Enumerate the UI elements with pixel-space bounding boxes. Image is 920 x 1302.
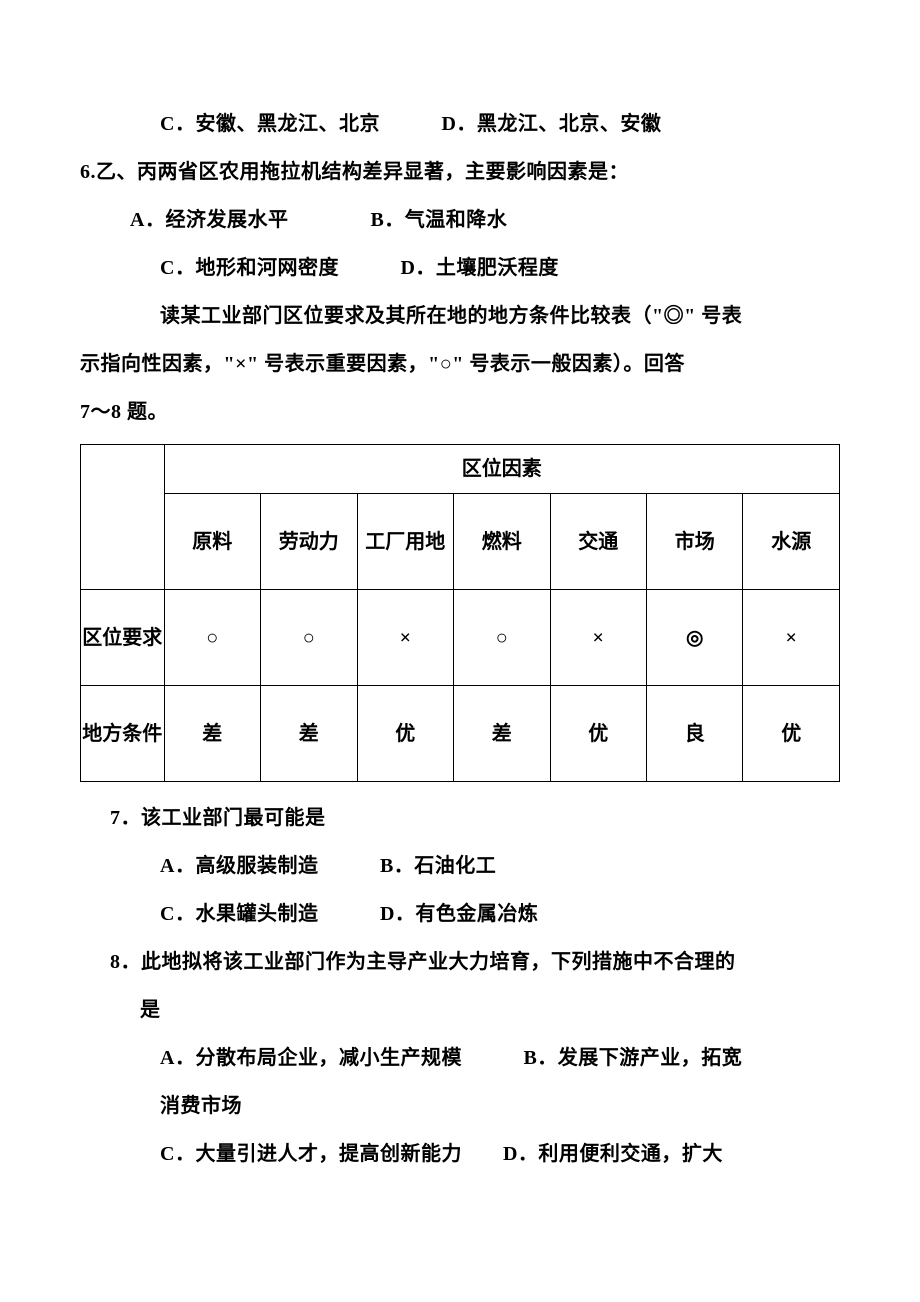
table-cell: ○: [261, 590, 357, 686]
table-cell: ○: [454, 590, 550, 686]
table-col-4: 交通: [550, 494, 646, 590]
table-cell: ×: [743, 590, 840, 686]
table-cell: 良: [646, 686, 742, 782]
paragraph-intro-2: 示指向性因素，"×" 号表示重要因素，"○" 号表示一般因素）。回答: [80, 340, 840, 388]
q6-options-ab: A．经济发展水平 B．气温和降水: [80, 196, 840, 244]
table-row-0: 区位要求 ○ ○ × ○ × ◎ ×: [81, 590, 840, 686]
table-row-1: 地方条件 差 差 优 差 优 良 优: [81, 686, 840, 782]
table-cell: 优: [357, 686, 453, 782]
table-col-5: 市场: [646, 494, 742, 590]
question-6: 6.乙、丙两省区农用拖拉机结构差异显著，主要影响因素是：: [80, 148, 840, 196]
question-7: 7．该工业部门最可能是: [80, 794, 840, 842]
paragraph-intro-3: 7～8 题。: [80, 388, 840, 436]
table-cell: ◎: [646, 590, 742, 686]
table-cell: ○: [164, 590, 260, 686]
table-cell: ×: [550, 590, 646, 686]
table-cell: ×: [357, 590, 453, 686]
q7-options-ab: A．高级服装制造 B．石油化工: [80, 842, 840, 890]
table-header-row-1: 区位因素: [81, 445, 840, 494]
table-cell: 优: [550, 686, 646, 782]
q8-options-ab-line2: 消费市场: [80, 1082, 840, 1130]
table-col-1: 劳动力: [261, 494, 357, 590]
table-col-6: 水源: [743, 494, 840, 590]
q8-options-ab-line1: A．分散布局企业，减小生产规模 B．发展下游产业，拓宽: [80, 1034, 840, 1082]
table-corner-cell: [81, 445, 165, 590]
question-8-line1: 8．此地拟将该工业部门作为主导产业大力培育，下列措施中不合理的: [80, 938, 840, 986]
table-header-row-2: 原料 劳动力 工厂用地 燃料 交通 市场 水源: [81, 494, 840, 590]
table-col-3: 燃料: [454, 494, 550, 590]
table-col-2: 工厂用地: [357, 494, 453, 590]
table-row-1-label: 地方条件: [81, 686, 165, 782]
table-cell: 差: [261, 686, 357, 782]
q6-options-cd: C．地形和河网密度 D．土壤肥沃程度: [80, 244, 840, 292]
table-col-0: 原料: [164, 494, 260, 590]
paragraph-intro-1: 读某工业部门区位要求及其所在地的地方条件比较表（"◎" 号表: [80, 292, 840, 340]
table-cell: 差: [164, 686, 260, 782]
table-cell: 差: [454, 686, 550, 782]
table-header-span: 区位因素: [164, 445, 839, 494]
option-line-cd: C．安徽、黑龙江、北京 D．黑龙江、北京、安徽: [80, 100, 840, 148]
comparison-table: 区位因素 原料 劳动力 工厂用地 燃料 交通 市场 水源 区位要求 ○ ○ × …: [80, 444, 840, 782]
question-8-line2: 是: [80, 986, 840, 1034]
q7-options-cd: C．水果罐头制造 D．有色金属冶炼: [80, 890, 840, 938]
table-row-0-label: 区位要求: [81, 590, 165, 686]
table-cell: 优: [743, 686, 840, 782]
q8-options-cd: C．大量引进人才，提高创新能力 D．利用便利交通，扩大: [80, 1130, 840, 1178]
